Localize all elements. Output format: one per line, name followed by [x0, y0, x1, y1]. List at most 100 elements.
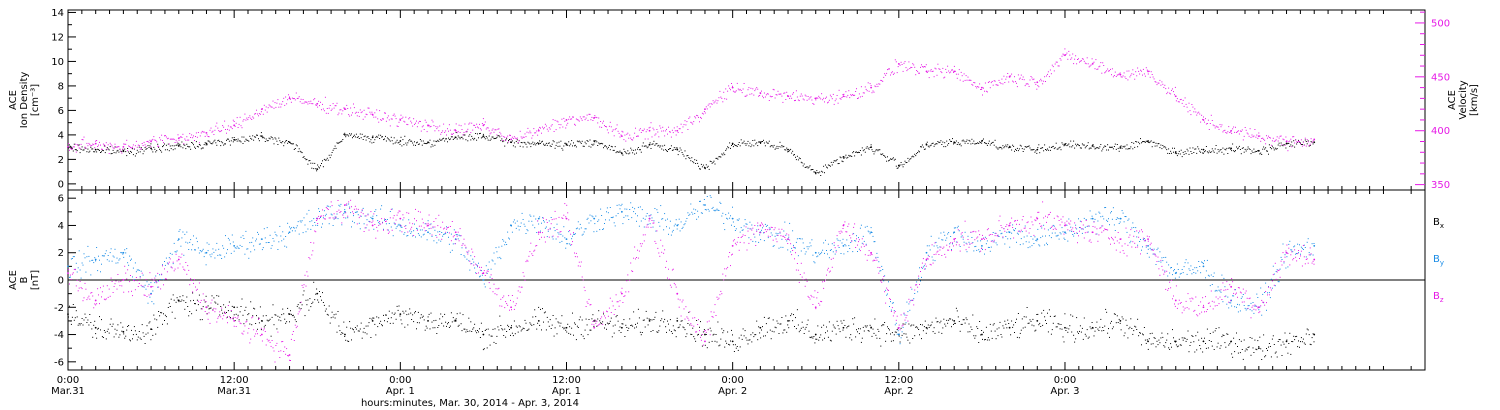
bottom-ylabel-left: ACE B [nT] [8, 270, 41, 290]
series-0 [67, 281, 1316, 360]
data-point [814, 333, 817, 336]
data-point [233, 124, 236, 127]
data-point [1036, 238, 1039, 240]
data-point [620, 326, 623, 329]
data-point [1230, 129, 1233, 132]
data-point [925, 251, 928, 254]
data-point [344, 133, 346, 136]
data-point [842, 245, 845, 247]
x-tick-date: Apr. 1 [386, 386, 415, 397]
right-tick-label: 450 [1431, 72, 1450, 83]
top-frame [67, 9, 1426, 191]
data-point [205, 251, 208, 254]
data-point [1147, 340, 1149, 343]
svg-text:Velocity: Velocity [1458, 80, 1469, 119]
data-point [704, 108, 706, 111]
data-point [177, 145, 180, 147]
legend-label-bz: Bz [1433, 291, 1444, 304]
x-tick-time: 0:00 [1054, 375, 1076, 386]
data-point [1119, 73, 1122, 76]
data-point [288, 231, 291, 234]
data-point [676, 148, 679, 151]
data-point [980, 333, 983, 336]
data-point [925, 70, 928, 73]
data-point [953, 238, 956, 240]
legend-label-bx: Bx [1433, 217, 1444, 230]
x-tick-time: 0:00 [389, 375, 411, 386]
x-tick-time: 0:00 [57, 375, 79, 386]
right-tick-label: 350 [1431, 180, 1450, 191]
data-point [1036, 148, 1039, 151]
data-point [94, 142, 97, 145]
data-point [648, 217, 651, 220]
data-point [787, 148, 789, 151]
data-point [233, 138, 236, 141]
data-point [288, 313, 291, 315]
left-tick-label: 0 [58, 276, 64, 287]
data-point [1313, 245, 1316, 247]
data-point [620, 135, 623, 138]
data-point [620, 210, 623, 213]
data-point [205, 142, 208, 145]
data-point [1036, 81, 1039, 84]
data-point [537, 231, 540, 234]
data-point [980, 245, 983, 247]
data-point [1119, 320, 1122, 322]
data-point [371, 136, 374, 139]
x-tick-date: Apr. 2 [884, 386, 913, 397]
data-point [205, 306, 208, 309]
data-point [842, 156, 845, 158]
data-point [787, 320, 789, 322]
left-tick-label: -6 [54, 357, 64, 368]
svg-text:ACE: ACE [8, 90, 19, 110]
data-point [510, 326, 513, 329]
data-point [593, 217, 596, 220]
svg-text:[nT]: [nT] [30, 270, 41, 290]
data-point [759, 326, 762, 329]
data-point [648, 129, 651, 132]
data-point [731, 340, 734, 343]
data-point [925, 326, 928, 329]
left-tick-label: 10 [51, 57, 64, 68]
x-tick-time: 12:00 [884, 375, 913, 386]
left-tick-label: 6 [58, 194, 64, 205]
data-point [1313, 258, 1316, 261]
svg-text:ACE: ACE [1447, 90, 1458, 110]
data-point [233, 320, 236, 322]
data-point [593, 326, 596, 329]
top-ylabel-right: ACE Velocity [km/s] [1447, 80, 1480, 119]
data-point [1285, 251, 1288, 254]
data-point [759, 224, 762, 227]
data-point [980, 86, 983, 89]
data-point [316, 217, 319, 220]
top-ylabel-left: ACE Ion Density [cm⁻³] [8, 72, 41, 129]
data-point [177, 238, 180, 240]
data-point [1064, 231, 1066, 234]
data-point [344, 333, 346, 336]
x-tick-time: 0:00 [721, 375, 743, 386]
data-point [122, 251, 125, 254]
data-point [454, 129, 457, 132]
data-point [870, 146, 873, 149]
left-tick-label: 14 [51, 8, 64, 19]
data-point [1257, 347, 1260, 350]
data-point [1202, 265, 1205, 268]
data-point [399, 313, 402, 315]
data-point [704, 204, 706, 206]
data-point [814, 306, 817, 309]
data-point [565, 119, 568, 121]
data-point [177, 258, 180, 261]
data-point [537, 129, 540, 132]
data-point [122, 145, 125, 148]
data-point [1174, 95, 1177, 98]
svg-text:[cm⁻³]: [cm⁻³] [30, 84, 41, 116]
series-1 [67, 195, 1316, 345]
data-point [399, 217, 402, 220]
x-axis-title: hours:minutes, Mar. 30, 2014 - Apr. 3, 2… [361, 398, 579, 409]
series-2 [67, 199, 1316, 363]
data-point [371, 224, 374, 227]
data-point [482, 333, 485, 336]
